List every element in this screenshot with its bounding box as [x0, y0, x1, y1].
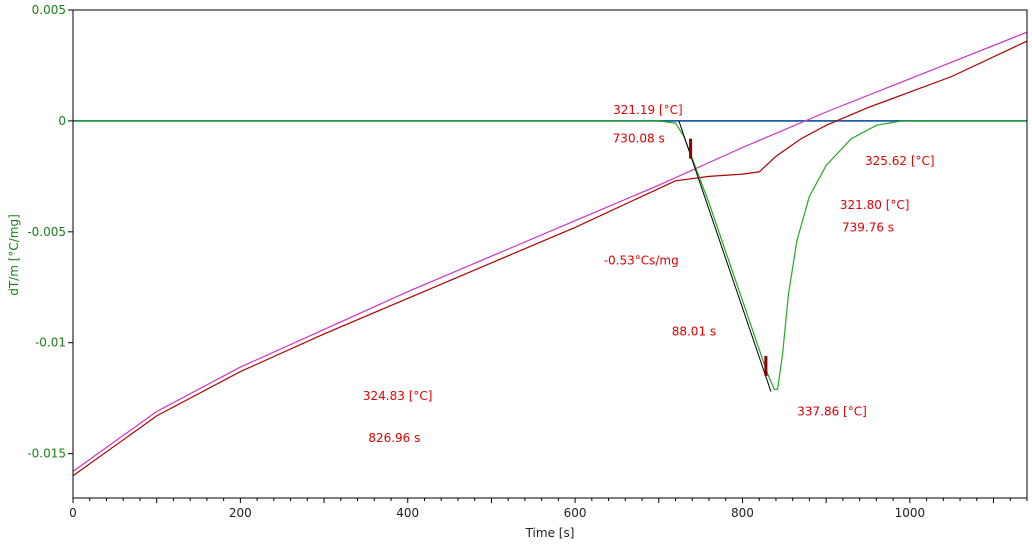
x-tick-label: 1000 — [895, 506, 926, 520]
plot-frame — [72, 9, 1028, 499]
annotation-label: 739.76 s — [842, 220, 894, 234]
x-axis-title: Time [s] — [525, 526, 575, 540]
tangent-line — [678, 120, 772, 392]
annotation-label: -0.53°Cs/mg — [604, 254, 679, 268]
x-tick-label: 600 — [564, 506, 587, 520]
x-tick-label: 800 — [731, 506, 754, 520]
y-axis-title: dT/m [°C/mg] — [7, 214, 21, 296]
annotation-label: 337.86 [°C] — [797, 404, 867, 418]
series-line-2 — [73, 40, 1027, 477]
annotation-label: 826.96 s — [368, 431, 420, 445]
series-group — [73, 31, 1027, 477]
annotation-label: 88.01 s — [672, 325, 716, 339]
x-tick-label: 0 — [69, 506, 77, 520]
x-tick-label: 200 — [229, 506, 252, 520]
annotation-label: 321.19 [°C] — [613, 103, 683, 117]
y-tick-label: -0.015 — [27, 447, 66, 461]
y-tick-label: -0.01 — [35, 336, 66, 350]
annotation-label: 325.62 [°C] — [865, 154, 935, 168]
annotation-label: 730.08 s — [613, 132, 665, 146]
y-tick-label: -0.005 — [27, 225, 66, 239]
annotation-label: 324.83 [°C] — [363, 389, 433, 403]
annotation-label: 321.80 [°C] — [840, 198, 910, 212]
y-tick-label: 0.005 — [32, 3, 66, 17]
y-tick-label: 0 — [58, 114, 66, 128]
x-tick-label: 400 — [396, 506, 419, 520]
series-line-1 — [73, 31, 1027, 472]
